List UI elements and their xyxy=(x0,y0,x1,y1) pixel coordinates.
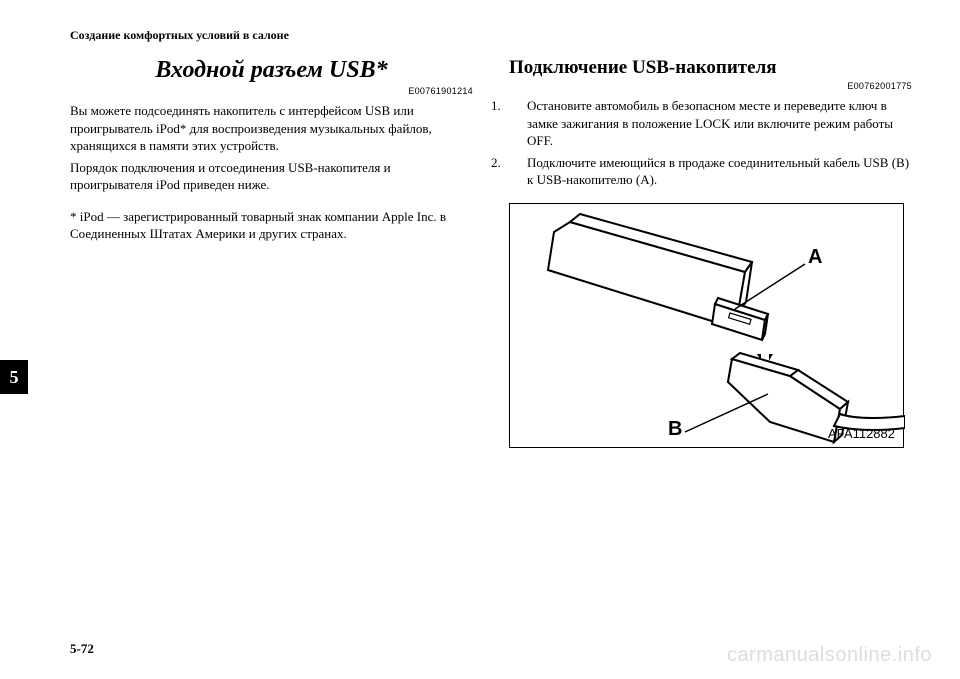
step-item: 1.Остановите автомобиль в безопасном мес… xyxy=(527,97,912,150)
watermark: carmanualsonline.info xyxy=(727,644,932,667)
right-column: Подключение USB-накопителя E00762001775 … xyxy=(509,57,912,448)
usb-diagram-svg xyxy=(510,204,905,449)
step-text: Подключите имеющийся в продаже соедините… xyxy=(527,155,909,188)
chapter-tab: 5 xyxy=(0,360,28,394)
step-item: 2.Подключите имеющийся в продаже соедини… xyxy=(527,154,912,189)
figure-code: AFA112882 xyxy=(828,426,895,441)
footnote-ipod: * iPod — зарегистрированный товарный зна… xyxy=(70,208,473,243)
body-text-left: Вы можете подсоединять накопитель с инте… xyxy=(70,102,473,194)
section-title-usb-input: Входной разъем USB* xyxy=(70,57,473,84)
figure-label-a: A xyxy=(808,246,822,269)
section-title-usb-connect: Подключение USB-накопителя xyxy=(509,57,912,79)
doc-code-right: E00762001775 xyxy=(509,81,912,91)
step-text: Остановите автомобиль в безопасном месте… xyxy=(527,98,893,148)
paragraph: Порядок подключения и отсоединения USB-н… xyxy=(70,159,473,194)
figure-usb-connection: A B AFA112882 xyxy=(509,203,904,448)
doc-code-left: E00761901214 xyxy=(70,86,473,96)
steps-list: 1.Остановите автомобиль в безопасном мес… xyxy=(509,97,912,189)
left-column: Входной разъем USB* E00761901214 Вы може… xyxy=(70,57,473,448)
paragraph: Вы можете подсоединять накопитель с инте… xyxy=(70,102,473,155)
running-head: Создание комфортных условий в салоне xyxy=(70,28,912,43)
figure-label-b: B xyxy=(668,418,682,441)
page-number: 5-72 xyxy=(70,641,94,657)
